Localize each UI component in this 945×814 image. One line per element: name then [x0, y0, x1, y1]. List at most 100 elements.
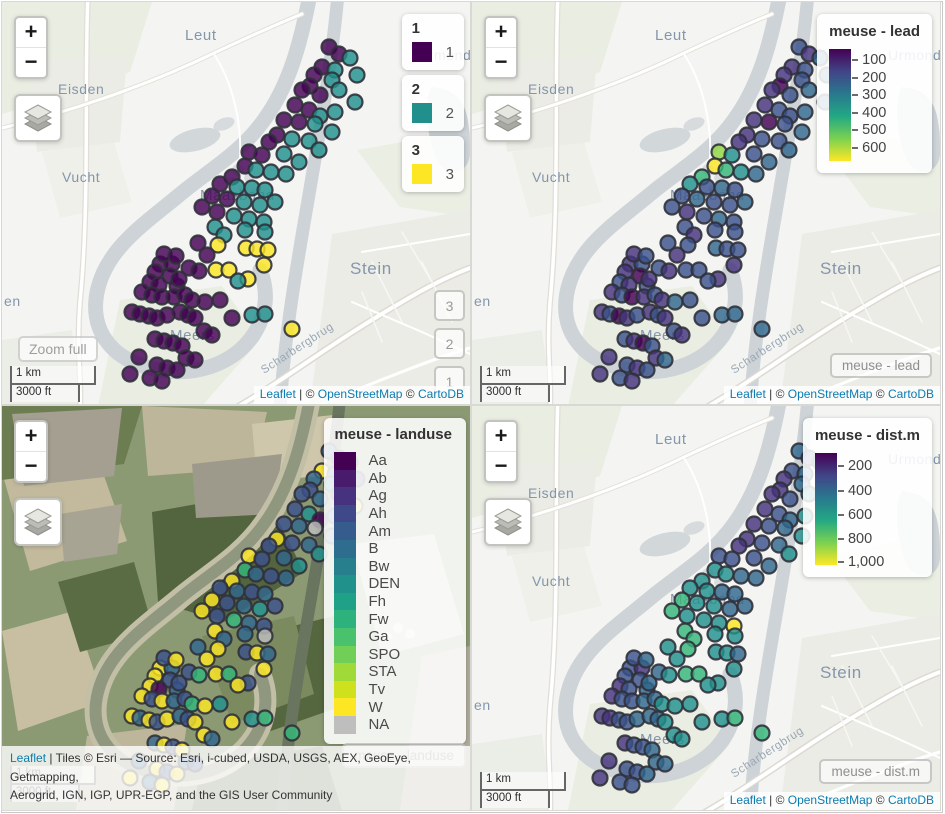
map-marker[interactable]: [283, 130, 301, 148]
map-marker[interactable]: [796, 103, 814, 121]
map-marker[interactable]: [220, 261, 238, 279]
map-marker[interactable]: [266, 193, 284, 211]
attribution-link[interactable]: OpenStreetMap: [787, 793, 873, 807]
map-marker[interactable]: [723, 550, 741, 568]
zoom-in-button[interactable]: +: [24, 423, 38, 448]
map-panel-meuse-lead[interactable]: LeutUrmondEisdenVuchtSteinMaasbandMeerse…: [471, 1, 941, 405]
map-marker[interactable]: [725, 256, 743, 274]
map-marker[interactable]: [706, 625, 724, 643]
map-marker[interactable]: [717, 565, 735, 583]
map-marker[interactable]: [167, 247, 185, 265]
attribution-link[interactable]: OpenStreetMap: [317, 387, 403, 401]
map-marker[interactable]: [275, 111, 293, 129]
map-marker[interactable]: [699, 676, 717, 694]
map-marker[interactable]: [600, 752, 618, 770]
map-marker[interactable]: [781, 490, 799, 508]
map-marker[interactable]: [726, 627, 744, 645]
map-marker[interactable]: [262, 567, 280, 585]
map-marker[interactable]: [656, 309, 674, 327]
map-marker[interactable]: [663, 602, 681, 620]
map-marker[interactable]: [681, 291, 699, 309]
map-marker[interactable]: [747, 165, 765, 183]
map-marker[interactable]: [196, 697, 214, 715]
map-marker[interactable]: [306, 519, 324, 537]
map-marker[interactable]: [235, 597, 253, 615]
map-marker[interactable]: [706, 221, 724, 239]
map-marker[interactable]: [198, 650, 216, 668]
map-marker[interactable]: [753, 534, 771, 552]
map-marker[interactable]: [253, 550, 271, 568]
map-marker[interactable]: [781, 86, 799, 104]
map-marker[interactable]: [255, 660, 273, 678]
map-marker[interactable]: [780, 545, 798, 563]
map-marker[interactable]: [167, 651, 185, 669]
map-marker[interactable]: [223, 713, 241, 731]
attribution-link[interactable]: Leaflet: [729, 793, 766, 807]
map-marker[interactable]: [690, 261, 708, 279]
map-marker[interactable]: [275, 145, 293, 163]
map-marker[interactable]: [283, 534, 301, 552]
attribution-link[interactable]: CartoDB: [887, 793, 934, 807]
map-marker[interactable]: [780, 141, 798, 159]
layer-name-button[interactable]: meuse - dist.m: [819, 759, 932, 784]
map-marker[interactable]: [660, 262, 678, 280]
map-marker[interactable]: [348, 66, 366, 84]
map-marker[interactable]: [208, 203, 226, 221]
zoom-full-button[interactable]: Zoom full: [18, 336, 98, 362]
map-marker[interactable]: [229, 272, 247, 290]
map-marker[interactable]: [690, 665, 708, 683]
map-marker[interactable]: [277, 569, 295, 587]
zoom-out-button[interactable]: −: [486, 451, 516, 481]
attribution-link[interactable]: Leaflet: [729, 387, 766, 401]
map-marker[interactable]: [283, 320, 301, 338]
map-marker[interactable]: [341, 49, 359, 67]
map-marker[interactable]: [218, 594, 236, 612]
map-canvas-meuse-lead[interactable]: LeutUrmondEisdenVuchtSteinMaasbandMeerse…: [472, 2, 940, 404]
zoom-out-button[interactable]: −: [16, 451, 46, 481]
attribution-link[interactable]: CartoDB: [417, 387, 464, 401]
map-marker[interactable]: [193, 602, 211, 620]
map-marker[interactable]: [730, 537, 748, 555]
zoom-out-button[interactable]: −: [16, 47, 46, 77]
zoom-in-button[interactable]: +: [494, 423, 508, 448]
map-marker[interactable]: [290, 557, 308, 575]
map-marker[interactable]: [220, 665, 238, 683]
map-marker[interactable]: [203, 730, 221, 748]
map-marker[interactable]: [681, 175, 699, 193]
map-marker[interactable]: [346, 93, 364, 111]
map-marker[interactable]: [760, 557, 778, 575]
map-marker[interactable]: [678, 203, 696, 221]
map-marker[interactable]: [729, 241, 747, 259]
map-marker[interactable]: [736, 193, 754, 211]
map-marker[interactable]: [253, 146, 271, 164]
map-marker[interactable]: [736, 597, 754, 615]
map-marker[interactable]: [705, 193, 723, 211]
map-marker[interactable]: [753, 724, 771, 742]
map-marker[interactable]: [229, 676, 247, 694]
map-marker[interactable]: [256, 305, 274, 323]
map-canvas-meuse-distm[interactable]: LeutUrmondEisdenVuchtSteinMaasbandMeerse…: [472, 406, 940, 810]
map-marker[interactable]: [793, 123, 811, 141]
map-marker[interactable]: [198, 246, 216, 264]
map-marker[interactable]: [668, 246, 686, 264]
map-marker[interactable]: [247, 565, 265, 583]
map-marker[interactable]: [693, 309, 711, 327]
map-marker[interactable]: [286, 500, 304, 518]
map-marker[interactable]: [723, 146, 741, 164]
map-marker[interactable]: [208, 607, 226, 625]
map-marker[interactable]: [800, 81, 818, 99]
map-marker[interactable]: [236, 625, 254, 643]
map-marker[interactable]: [203, 326, 221, 344]
map-marker[interactable]: [763, 485, 781, 503]
map-marker[interactable]: [732, 163, 750, 181]
map-marker[interactable]: [330, 81, 348, 99]
map-marker[interactable]: [186, 351, 204, 369]
map-marker[interactable]: [623, 372, 641, 390]
map-marker[interactable]: [673, 730, 691, 748]
attribution-link[interactable]: Leaflet: [259, 387, 296, 401]
map-marker[interactable]: [170, 674, 188, 692]
map-marker[interactable]: [760, 153, 778, 171]
attribution-link[interactable]: CartoDB: [887, 387, 934, 401]
map-marker[interactable]: [756, 500, 774, 518]
map-marker[interactable]: [637, 247, 655, 265]
